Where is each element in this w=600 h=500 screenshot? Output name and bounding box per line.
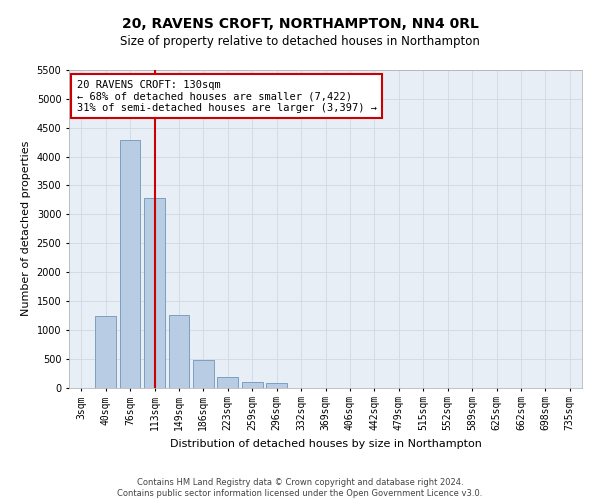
Bar [193,360,214,388]
Bar [266,383,287,388]
Text: 20, RAVENS CROFT, NORTHAMPTON, NN4 0RL: 20, RAVENS CROFT, NORTHAMPTON, NN4 0RL [122,18,478,32]
Y-axis label: Number of detached properties: Number of detached properties [21,141,31,316]
Bar [95,316,116,388]
Text: 20 RAVENS CROFT: 130sqm
← 68% of detached houses are smaller (7,422)
31% of semi: 20 RAVENS CROFT: 130sqm ← 68% of detache… [77,80,377,112]
Bar [119,140,140,388]
Bar [242,382,263,388]
Bar [217,376,238,388]
Bar [144,198,165,388]
X-axis label: Distribution of detached houses by size in Northampton: Distribution of detached houses by size … [170,438,481,448]
Bar [169,315,190,388]
Text: Size of property relative to detached houses in Northampton: Size of property relative to detached ho… [120,35,480,48]
Text: Contains HM Land Registry data © Crown copyright and database right 2024.
Contai: Contains HM Land Registry data © Crown c… [118,478,482,498]
